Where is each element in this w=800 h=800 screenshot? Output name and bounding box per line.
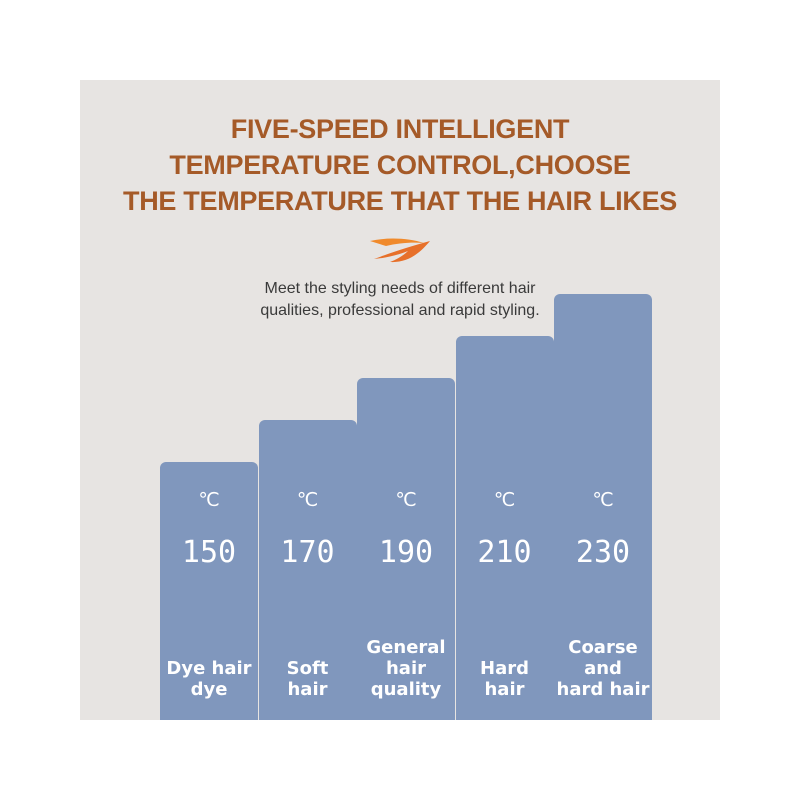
temperature-bar: ℃ 210 Hard hair — [455, 336, 554, 720]
temperature-value-label: 170 — [280, 535, 335, 570]
temperature-value-label: 190 — [378, 535, 434, 570]
headline-line-2: TEMPERATURE CONTROL,CHOOSE — [169, 150, 631, 180]
temperature-value-label: 230 — [575, 535, 631, 570]
temperature-bar: ℃ 190 General hair quality — [357, 378, 455, 720]
swoosh-logo-icon — [370, 238, 430, 263]
temperature-unit-label: ℃ — [592, 489, 614, 511]
product-panel: FIVE-SPEED INTELLIGENT TEMPERATURE CONTR… — [80, 80, 720, 720]
headline-line-1: FIVE-SPEED INTELLIGENT — [230, 114, 570, 144]
hair-type-label: Soft hair — [286, 658, 329, 700]
temperature-bar: ℃ 150 Dye hair dye — [160, 462, 258, 720]
temperature-unit-label: ℃ — [493, 489, 516, 511]
hair-type-label: Coarse and hard hair — [556, 637, 650, 700]
temperature-bar: ℃ 230 Coarse and hard hair — [554, 294, 652, 720]
temperature-bar: ℃ 170 Soft hair — [258, 420, 357, 720]
headline-line-3: THE TEMPERATURE THAT THE HAIR LIKES — [123, 186, 677, 216]
temperature-unit-label: ℃ — [198, 489, 220, 511]
temperature-unit-label: ℃ — [296, 489, 319, 511]
subtitle-line-1: Meet the styling needs of different hair — [264, 280, 536, 297]
hair-type-label: Dye hair dye — [166, 658, 252, 700]
subtitle-line-2: qualities, professional and rapid stylin… — [260, 302, 540, 319]
temperature-value-label: 150 — [181, 535, 237, 570]
temperature-value-label: 210 — [477, 535, 532, 570]
hair-type-label: General hair quality — [366, 637, 446, 700]
hair-type-label: Hard hair — [480, 658, 529, 700]
temperature-unit-label: ℃ — [395, 489, 417, 511]
